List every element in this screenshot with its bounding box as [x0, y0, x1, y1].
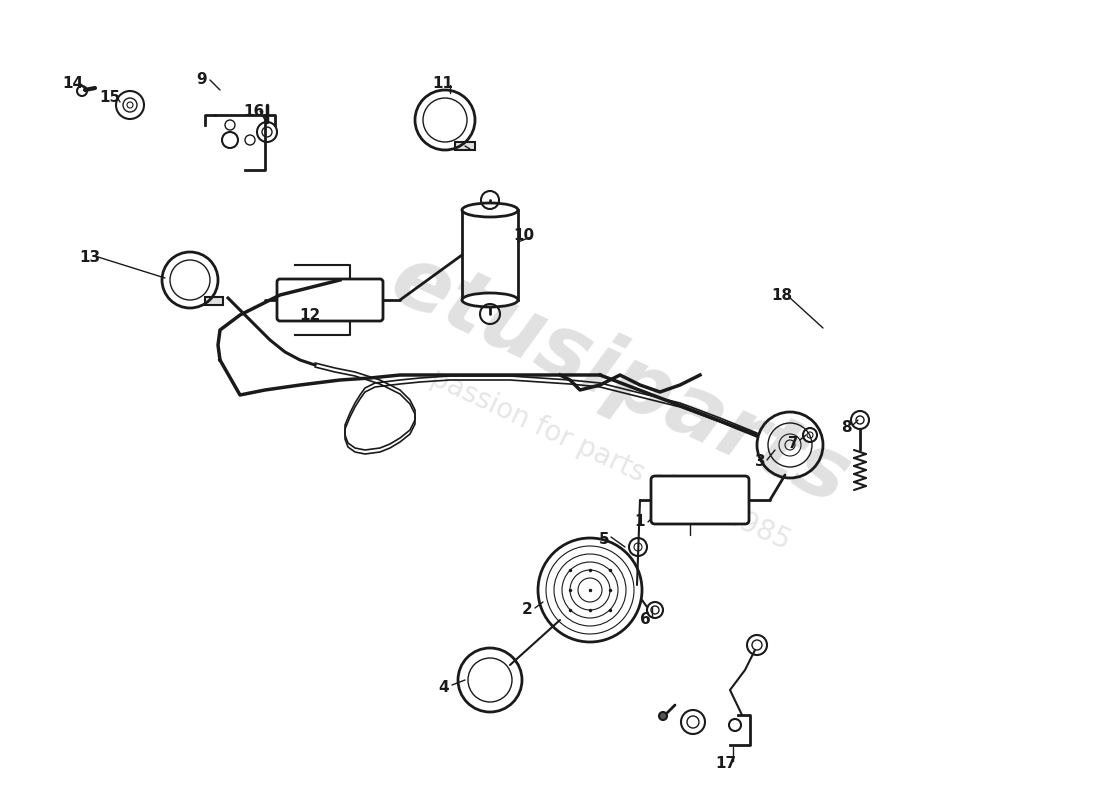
Text: 8: 8 — [840, 421, 851, 435]
Text: 4: 4 — [439, 681, 449, 695]
Text: 15: 15 — [99, 90, 121, 106]
Text: 7: 7 — [788, 435, 799, 450]
Ellipse shape — [462, 203, 518, 217]
Text: 5: 5 — [598, 533, 609, 547]
Text: 11: 11 — [432, 77, 453, 91]
FancyBboxPatch shape — [205, 297, 223, 305]
Text: 9: 9 — [197, 73, 207, 87]
FancyBboxPatch shape — [455, 142, 475, 150]
FancyBboxPatch shape — [651, 476, 749, 524]
Text: 16: 16 — [243, 105, 265, 119]
Text: 13: 13 — [79, 250, 100, 265]
Ellipse shape — [462, 293, 518, 307]
Text: 10: 10 — [514, 227, 535, 242]
Text: etusiparts: etusiparts — [377, 238, 862, 522]
Text: 1: 1 — [635, 514, 646, 530]
Text: 14: 14 — [63, 75, 84, 90]
Text: 12: 12 — [299, 307, 320, 322]
Text: 2: 2 — [521, 602, 532, 618]
Circle shape — [659, 712, 667, 720]
Text: 17: 17 — [715, 757, 737, 771]
Text: 18: 18 — [771, 289, 793, 303]
Text: passion for parts since 1985: passion for parts since 1985 — [426, 364, 794, 556]
Text: 6: 6 — [639, 613, 650, 627]
Text: 3: 3 — [755, 454, 766, 470]
FancyBboxPatch shape — [277, 279, 383, 321]
